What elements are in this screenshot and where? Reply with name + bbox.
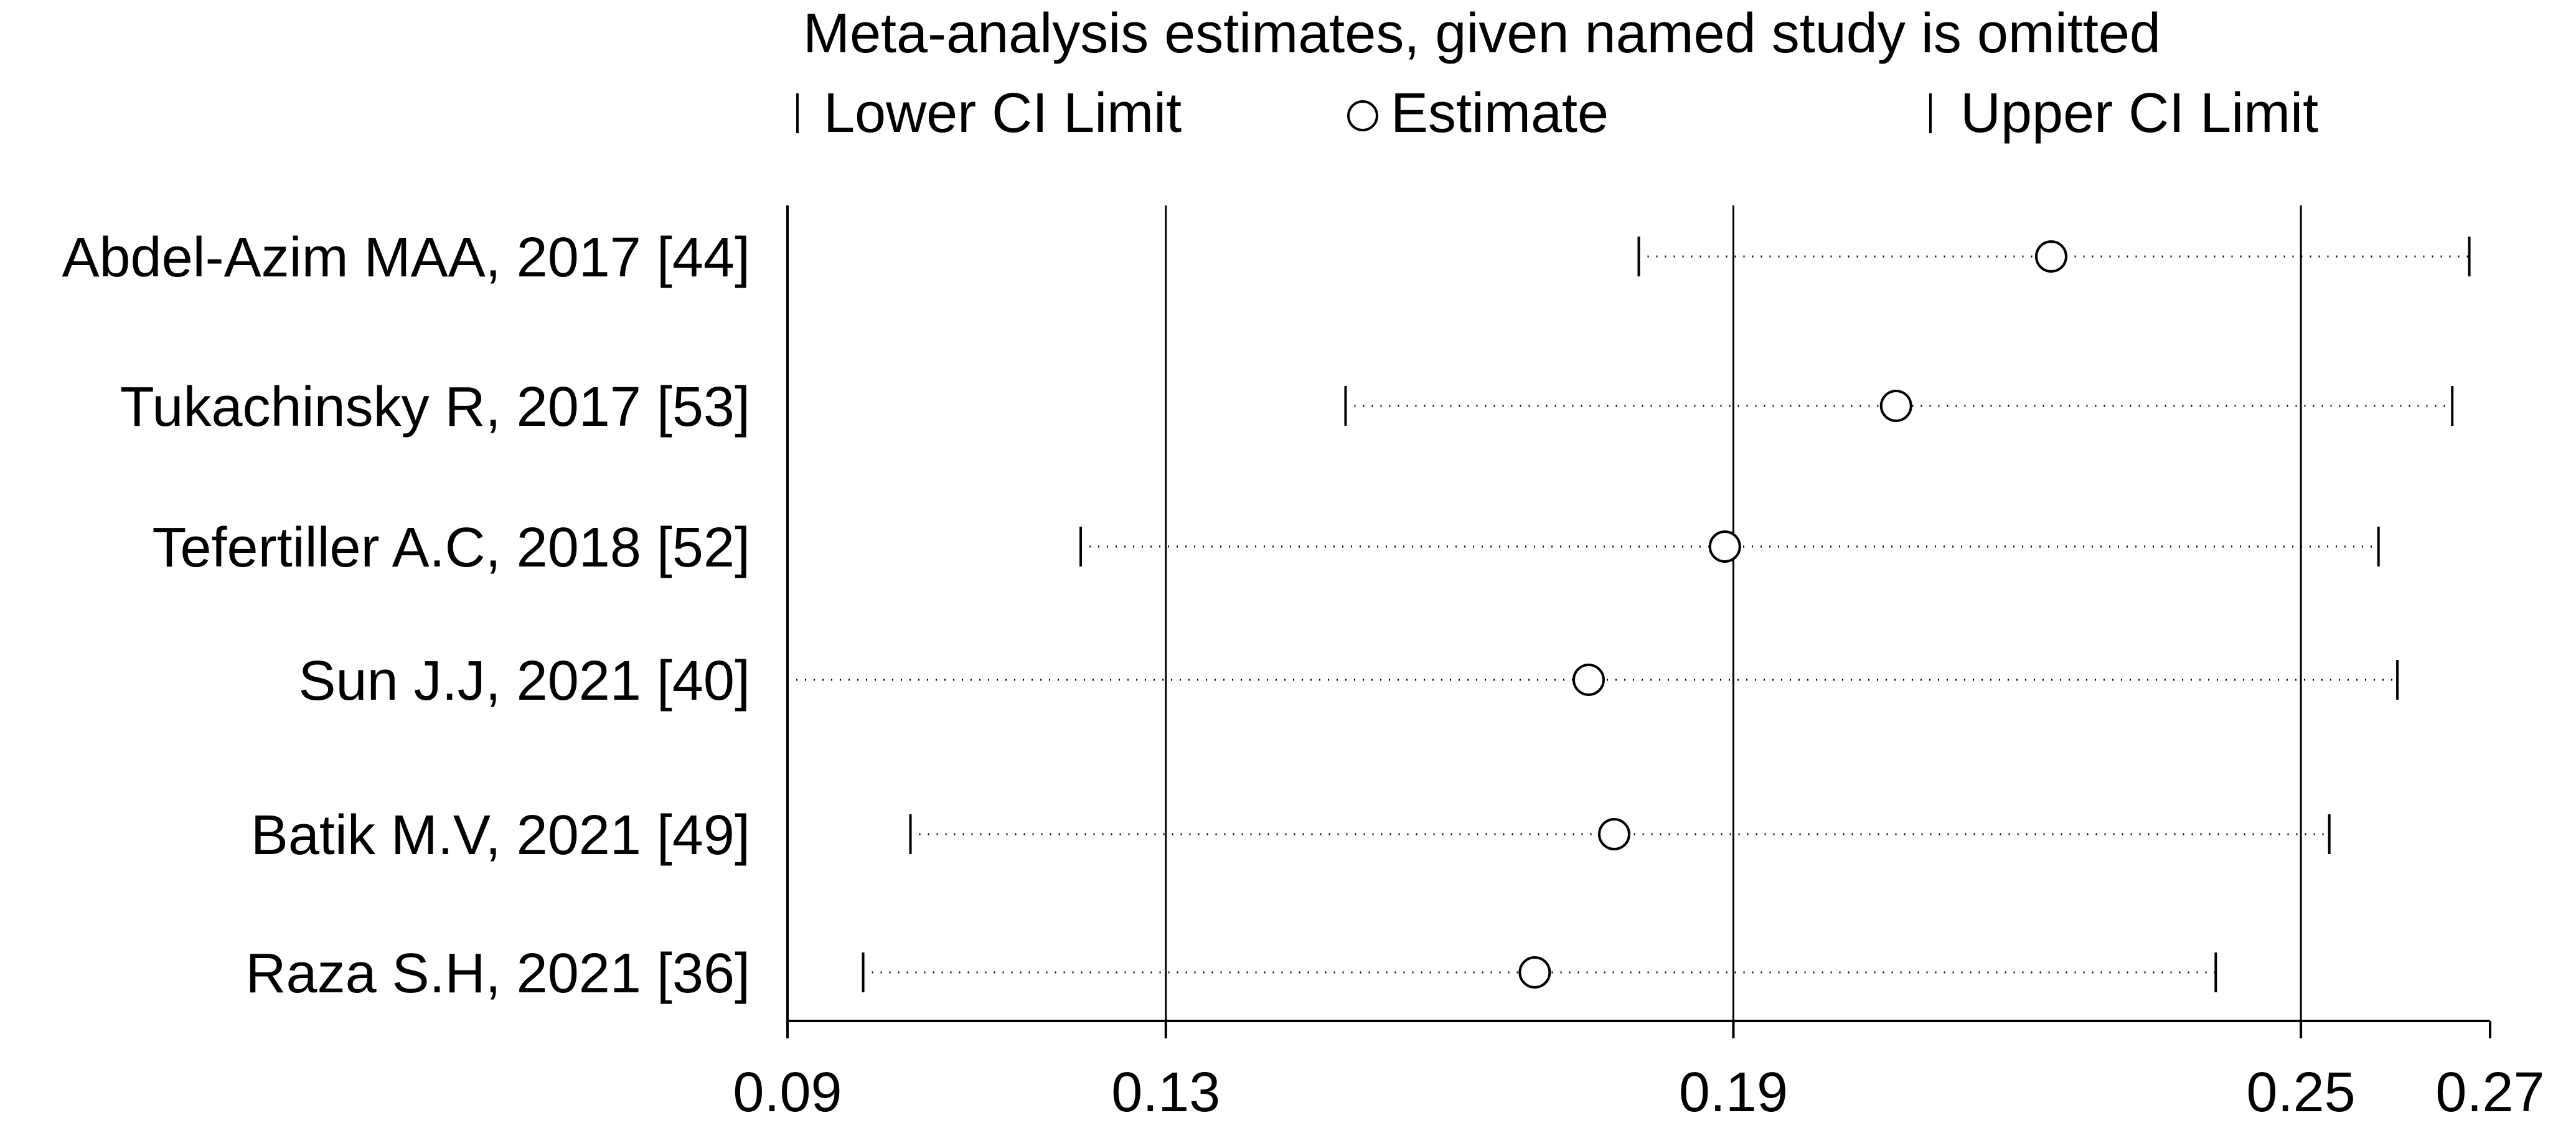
- study-row: Tefertiller A.C, 2018 [52]: [152, 517, 2380, 579]
- estimate-circle: [2034, 240, 2067, 273]
- x-axis-ticks: 0.09 0.13 0.19 0.25 0.27: [733, 1021, 2545, 1124]
- legend-estimate-circle: [1347, 100, 1378, 131]
- estimate-circle: [1518, 956, 1551, 989]
- study-label: Raza S.H, 2021 [36]: [246, 943, 750, 1005]
- study-row: Raza S.H, 2021 [36]: [246, 943, 2217, 1005]
- study-label: Batik M.V, 2021 [49]: [251, 804, 750, 867]
- x-tick-label-4: 0.27: [2435, 1061, 2544, 1124]
- study-row: Sun J.J, 2021 [40]: [299, 650, 2399, 712]
- study-row: Batik M.V, 2021 [49]: [251, 804, 2331, 867]
- study-row: Abdel-Azim MAA, 2017 [44]: [62, 227, 2471, 289]
- estimate-circle: [1597, 818, 1630, 850]
- study-label: Tukachinsky R, 2017 [53]: [120, 376, 750, 438]
- x-tick-label-1: 0.13: [1111, 1061, 1220, 1124]
- x-tick-label-3: 0.25: [2247, 1061, 2356, 1124]
- study-row: Tukachinsky R, 2017 [53]: [120, 376, 2454, 438]
- reference-lines: [1165, 205, 2302, 1021]
- legend-lower-label: Lower CI Limit: [824, 82, 1182, 144]
- study-label: Abdel-Azim MAA, 2017 [44]: [62, 227, 750, 289]
- x-tick-label-0: 0.09: [733, 1061, 842, 1124]
- chart-title: Meta-analysis estimates, given named stu…: [803, 2, 2161, 65]
- estimate-circle: [1572, 664, 1605, 696]
- study-label: Tefertiller A.C, 2018 [52]: [152, 517, 750, 579]
- estimate-circle: [1879, 390, 1912, 422]
- legend-upper-label: Upper CI Limit: [1960, 82, 2318, 144]
- x-tick-label-2: 0.19: [1679, 1061, 1788, 1124]
- estimate-circle: [1708, 530, 1741, 563]
- legend-estimate-label: Estimate: [1391, 82, 1609, 144]
- legend: Lower CI Limit Estimate Upper CI Limit: [796, 82, 2318, 144]
- study-label: Sun J.J, 2021 [40]: [299, 650, 751, 712]
- study-rows: Abdel-Azim MAA, 2017 [44] Tukachinsky R, …: [62, 227, 2471, 1005]
